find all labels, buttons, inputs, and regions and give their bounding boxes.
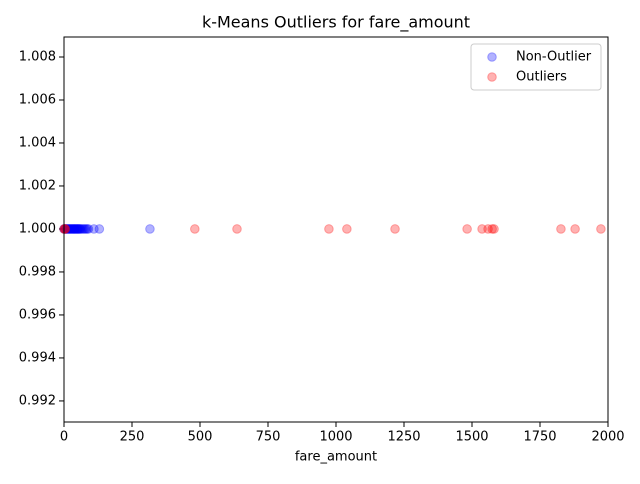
scatter-point xyxy=(69,224,80,234)
scatter-point xyxy=(145,224,155,234)
x-tick-label: 750 xyxy=(256,430,281,445)
legend-marker xyxy=(487,52,497,62)
scatter-point xyxy=(67,224,77,234)
scatter-point xyxy=(190,224,200,234)
y-tick-label: 1.006 xyxy=(19,92,56,107)
scatter-point xyxy=(94,224,105,234)
scatter-point xyxy=(66,224,77,234)
y-tick-label: 1.000 xyxy=(19,221,56,236)
y-tick-label: 0.996 xyxy=(19,307,56,322)
scatter-point xyxy=(462,224,472,234)
scatter-point xyxy=(483,224,493,234)
scatter-point xyxy=(390,224,400,234)
x-axis-label: fare_amount xyxy=(295,450,377,465)
legend-marker xyxy=(487,72,497,82)
legend-box xyxy=(470,43,602,91)
x-tick-label: 1000 xyxy=(319,430,352,445)
y-tick-label: 0.998 xyxy=(19,264,56,279)
scatter-point xyxy=(65,224,75,234)
scatter-point xyxy=(59,224,70,234)
scatter-point xyxy=(66,224,76,234)
scatter-point xyxy=(75,224,86,234)
scatter-point xyxy=(64,224,75,234)
scatter-point xyxy=(89,224,99,234)
scatter-point xyxy=(596,224,606,234)
scatter-point xyxy=(80,224,91,234)
x-tick-label: 1750 xyxy=(523,430,556,445)
scatter-point xyxy=(73,224,83,234)
x-tick-label: 0 xyxy=(60,430,68,445)
scatter-point xyxy=(76,224,87,234)
scatter-point xyxy=(70,224,81,234)
scatter-point xyxy=(74,224,84,234)
y-tick-label: 1.004 xyxy=(19,135,56,150)
scatter-point xyxy=(71,224,82,234)
scatter-point xyxy=(62,224,73,234)
scatter-point xyxy=(60,224,70,234)
y-tick-label: 0.994 xyxy=(19,350,56,365)
scatter-point xyxy=(477,224,487,234)
scatter-point xyxy=(83,224,94,234)
y-tick-label: 0.992 xyxy=(19,393,56,408)
chart-title: k-Means Outliers for fare_amount xyxy=(202,13,470,33)
scatter-point xyxy=(64,224,74,234)
scatter-point xyxy=(342,224,352,234)
scatter-point xyxy=(74,224,85,234)
scatter-point xyxy=(79,224,90,234)
x-tick-label: 2000 xyxy=(591,430,624,445)
scatter-point xyxy=(556,224,566,234)
x-tick-label: 1500 xyxy=(455,430,488,445)
scatter-point xyxy=(487,224,497,234)
scatter-point xyxy=(72,224,82,234)
x-tick-label: 1250 xyxy=(387,430,420,445)
scatter-point xyxy=(61,224,72,234)
scatter-point xyxy=(489,224,499,234)
legend-label: Outliers xyxy=(516,70,567,85)
scatter-point xyxy=(70,224,80,234)
legend-label: Non-Outlier xyxy=(516,50,592,65)
scatter-point xyxy=(60,224,71,234)
x-tick-label: 250 xyxy=(120,430,145,445)
y-tick-label: 1.002 xyxy=(19,178,56,193)
scatter-point xyxy=(570,224,580,234)
scatter-point xyxy=(72,224,83,234)
scatter-point xyxy=(60,224,71,234)
scatter-point xyxy=(232,224,242,234)
x-tick-label: 500 xyxy=(188,430,213,445)
scatter-point xyxy=(324,224,334,234)
plot-frame xyxy=(63,36,609,423)
scatter-point xyxy=(78,224,88,234)
scatter-point xyxy=(82,224,92,234)
scatter-point xyxy=(68,224,78,234)
y-tick-label: 1.008 xyxy=(19,49,56,64)
scatter-point xyxy=(68,224,79,234)
